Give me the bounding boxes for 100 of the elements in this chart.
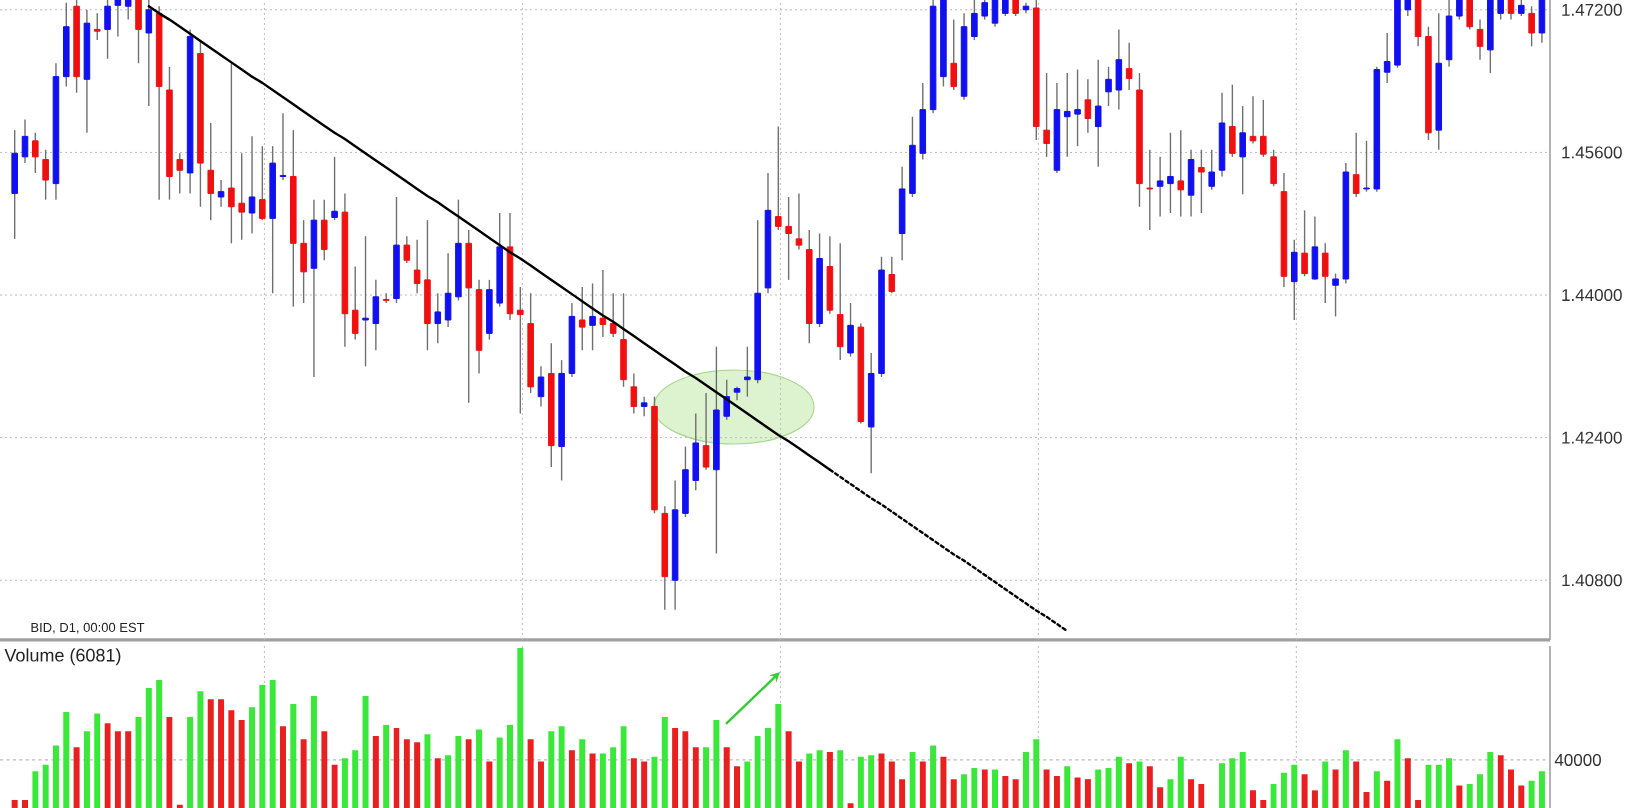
- candlestick: [351, 265, 359, 341]
- candlestick: [1476, 18, 1484, 61]
- bar: [331, 764, 338, 808]
- bar: [310, 695, 317, 808]
- candlestick: [145, 0, 153, 107]
- bar: [1456, 785, 1463, 808]
- bar: [94, 713, 101, 808]
- bar: [1022, 751, 1029, 808]
- bar: [486, 761, 493, 808]
- y-tick-label: 1.44000: [1562, 289, 1622, 302]
- candlestick: [248, 135, 256, 235]
- bar: [249, 707, 256, 808]
- candlestick: [279, 112, 287, 181]
- bar: [868, 755, 875, 808]
- bar: [919, 761, 926, 808]
- bar: [445, 755, 452, 808]
- bar: [620, 726, 627, 808]
- bar: [1157, 787, 1164, 808]
- bar: [1074, 777, 1081, 808]
- bar: [83, 731, 90, 808]
- candlestick: [114, 0, 122, 38]
- bar: [795, 761, 802, 808]
- candlestick: [1301, 209, 1308, 277]
- bar: [1342, 750, 1349, 808]
- bar: [1487, 751, 1494, 808]
- bar: [579, 739, 586, 808]
- bar: [703, 747, 710, 808]
- bar: [135, 716, 142, 808]
- bar: [22, 799, 28, 808]
- bar: [1115, 756, 1122, 808]
- bar: [1384, 780, 1391, 808]
- candlestick: [620, 292, 627, 388]
- bar: [537, 761, 544, 808]
- bar: [785, 731, 792, 808]
- bar: [568, 750, 575, 808]
- bar: [476, 729, 483, 808]
- bar: [1518, 785, 1525, 808]
- bar: [692, 747, 699, 808]
- candlestick: [702, 392, 710, 471]
- candlestick: [537, 365, 545, 408]
- candlestick: [1311, 215, 1319, 281]
- bar: [1322, 761, 1329, 808]
- bar: [218, 699, 225, 808]
- bar: [434, 758, 441, 808]
- bar: [1260, 799, 1267, 808]
- bar: [290, 703, 297, 808]
- bar: [1477, 774, 1484, 808]
- bar: [1311, 790, 1318, 808]
- bar: [1126, 763, 1133, 808]
- bar: [1177, 756, 1184, 808]
- candlestick: [1218, 91, 1226, 178]
- y-tick-label: 1.45600: [1562, 146, 1622, 159]
- candlestick: [21, 118, 29, 164]
- bar: [744, 761, 751, 808]
- candlestick: [1270, 149, 1277, 187]
- candlestick: [259, 145, 266, 221]
- bar: [940, 756, 947, 808]
- bar: [981, 769, 988, 808]
- bar: [455, 735, 462, 808]
- candlestick: [1229, 83, 1236, 158]
- bar: [1394, 739, 1401, 808]
- bar: [1105, 767, 1112, 808]
- bar: [651, 756, 658, 808]
- bar: [383, 724, 390, 808]
- candlestick: [434, 292, 442, 344]
- bar: [599, 753, 606, 808]
- bar: [723, 747, 730, 808]
- bar: [279, 726, 286, 808]
- bar: [341, 758, 348, 808]
- bar: [507, 724, 514, 808]
- candlestick: [1352, 132, 1360, 198]
- bar: [1250, 790, 1256, 808]
- bar: [1188, 779, 1195, 808]
- candlestick: [991, 0, 999, 28]
- candlestick: [93, 12, 101, 41]
- bar: [145, 687, 152, 808]
- bar: [1219, 763, 1226, 808]
- bar: [269, 679, 276, 808]
- candlestick: [640, 395, 648, 417]
- bar: [403, 739, 410, 808]
- text: 40000: [1554, 753, 1601, 766]
- bar: [300, 739, 307, 808]
- bar: [1084, 779, 1091, 808]
- candlestick: [599, 269, 607, 338]
- bar: [857, 756, 864, 808]
- bar: [197, 691, 204, 808]
- candlestick: [403, 235, 411, 264]
- bar: [1033, 739, 1040, 808]
- bar: [558, 726, 565, 808]
- bar: [950, 779, 957, 808]
- bar: [207, 699, 214, 808]
- bar: [424, 734, 431, 808]
- candlestick: [1239, 105, 1246, 195]
- candlestick: [465, 229, 473, 404]
- candlestick: [950, 18, 958, 91]
- bar: [517, 647, 524, 808]
- candlestick: [847, 302, 854, 358]
- bar: [672, 727, 679, 808]
- candlestick: [1084, 78, 1092, 134]
- bar: [930, 745, 937, 808]
